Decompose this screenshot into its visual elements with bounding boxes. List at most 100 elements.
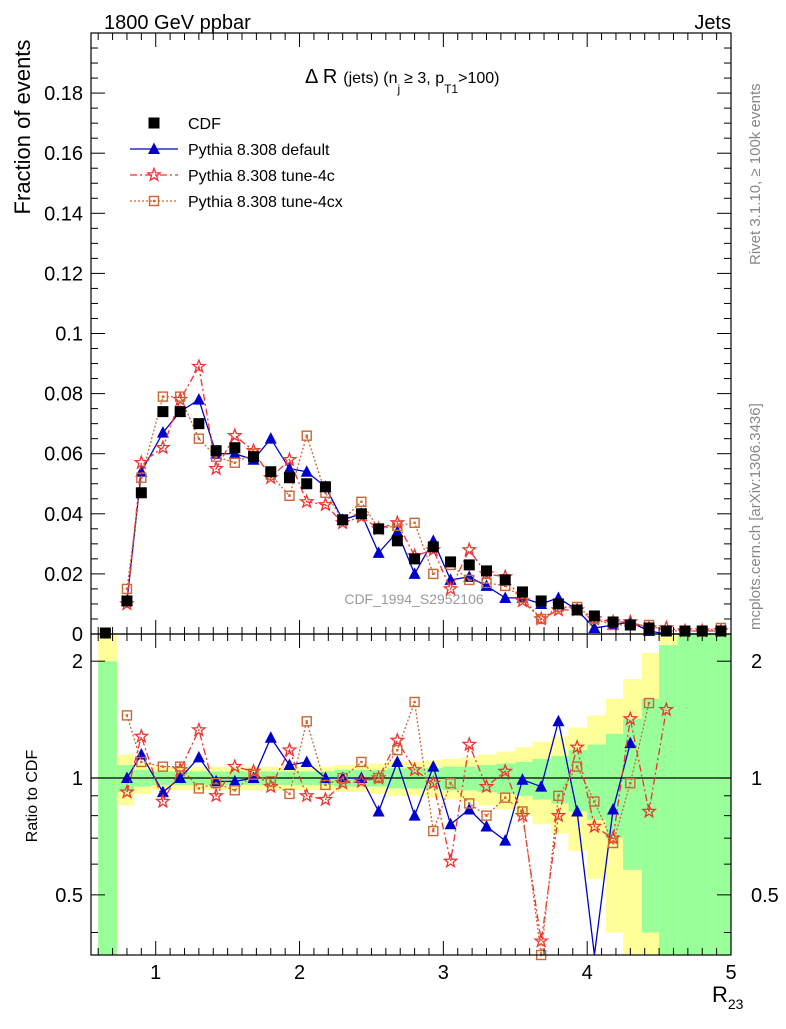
default-ratio-point [135, 747, 148, 760]
tune4c-ratio-point [425, 774, 442, 790]
tune4c-point [442, 580, 459, 596]
tune4cx-ratio-point [284, 788, 295, 800]
tune4cx-ratio-point [392, 744, 403, 756]
tune4c-point [298, 493, 315, 509]
tune4cx-point-dot [214, 455, 218, 458]
legend-marker-tune4c [146, 166, 162, 182]
tune4c-point [208, 460, 225, 476]
default-line [126, 398, 721, 635]
legend-label-cdf: CDF [188, 116, 221, 133]
cdf-point [409, 553, 421, 565]
tune4cx-ratio-point [210, 777, 222, 789]
default-ratio-point [607, 802, 620, 815]
tune4cx-ratio-point-dot [161, 765, 165, 768]
tune4cx-ratio-point [428, 825, 439, 837]
default-point [192, 393, 205, 405]
ratio-plot-marks [119, 696, 675, 961]
x-tick-label: 1 [150, 962, 161, 984]
main-y-tick-label: 0.04 [44, 504, 83, 526]
tune4c-ratio-point [533, 932, 550, 948]
cdf-point [463, 559, 475, 571]
tune4cx-ratio-point [265, 776, 276, 787]
main-frame [90, 32, 732, 635]
cdf-point [571, 604, 583, 616]
tune4cx-point-dot [288, 494, 291, 497]
tune4cx-ratio-point [589, 796, 600, 807]
tune4cx-ratio-point-dot [647, 701, 651, 705]
tune4cx-point-dot [178, 395, 182, 398]
tune4c-point [226, 427, 243, 443]
tune4c-ratio-point [550, 807, 567, 823]
legend-marker-tune4cx [148, 195, 160, 207]
ratio-uncertainty-bands [91, 634, 731, 955]
cdf-point [516, 586, 528, 598]
band-inner [587, 744, 606, 820]
tune4c-ratio-point [190, 721, 207, 737]
tune4cx-ratio-point-dot [593, 800, 596, 803]
cdf-point [535, 595, 547, 607]
tune4c-ratio-point [586, 818, 603, 834]
main-y-tick-label: 0.1 [55, 324, 83, 346]
default-point [588, 621, 601, 633]
tune4c-point [281, 451, 298, 467]
tune4c-point [154, 439, 171, 455]
ratio-y-tick-label: 0.5 [55, 885, 83, 907]
cdf-point [193, 418, 205, 430]
title-jets: (jets) (n [343, 70, 397, 87]
default-ratio-point [300, 755, 313, 767]
default-point [372, 546, 385, 558]
tune4cx-ratio-point-dot [125, 714, 129, 717]
cdf-point [624, 619, 636, 631]
tune4cx-ratio-point [481, 810, 492, 821]
tune4c-ratio-point [406, 761, 423, 777]
ratio-y-axis-label: Ratio to CDF [24, 750, 41, 843]
tune4cx-point [464, 574, 475, 586]
tune4cx-ratio-point [337, 772, 348, 784]
tune4cx-point [392, 520, 403, 532]
tune4cx-ratio-point [373, 772, 384, 784]
default-point [408, 567, 421, 579]
tune4cx-point [481, 577, 492, 589]
cdf-point [121, 595, 133, 607]
tune4cx-ratio-point [174, 761, 186, 772]
tune4cx-point-dot [324, 491, 327, 494]
legend-marker-default [148, 142, 160, 154]
default-ratio-point [283, 758, 296, 771]
tune4cx-point [157, 391, 169, 402]
default-ratio-point [120, 771, 133, 784]
default-ratio-point [571, 804, 584, 817]
tune4cx-ratio-point-dot [575, 765, 579, 768]
tune4cx-ratio-point-dot [178, 765, 182, 768]
cdf-point [99, 627, 111, 639]
legend-label-tune4c: Pythia 8.308 tune-4c [188, 168, 335, 185]
default-point [463, 570, 476, 582]
tune4cx-ratio-point-dot [521, 810, 524, 813]
tune4c-ratio-point [317, 791, 334, 807]
tune4cx-ratio-point-dot [449, 781, 452, 785]
tune4cx-point [174, 391, 186, 402]
default-ratio-point [535, 780, 548, 792]
default-ratio-point [174, 771, 187, 784]
axes: 0 0.02 0.04 0.06 0.08 0.1 0.12 0.14 0.16 0.18 1 2 3 4… [44, 32, 779, 984]
tune4cx-point [409, 517, 420, 529]
tune4cx-ratio-point [320, 779, 331, 791]
cdf-point [373, 523, 385, 535]
tune4cx-point-dot [197, 437, 201, 440]
x-tick-label: 5 [725, 962, 736, 984]
tune4cx-point [428, 568, 439, 580]
tune4c-ratio-point [461, 736, 478, 752]
default-ratio-point [624, 736, 637, 749]
band-inner [713, 634, 731, 955]
legend: CDF Pythia 8.308 default Pythia 8.308 tune… [130, 116, 343, 211]
title-sub-j: j [397, 82, 401, 96]
tune4cx-point-dot [539, 617, 543, 621]
x-tick-label: 2 [294, 962, 305, 984]
tune4c-ratio-point [497, 763, 514, 779]
cdf-point [265, 466, 277, 478]
cdf-point [157, 406, 169, 418]
main-y-tick-label: 0 [72, 624, 83, 646]
tune4c-point [317, 496, 334, 512]
tune4cx-ratio-point-dot [557, 794, 560, 797]
cdf-point [481, 565, 493, 577]
